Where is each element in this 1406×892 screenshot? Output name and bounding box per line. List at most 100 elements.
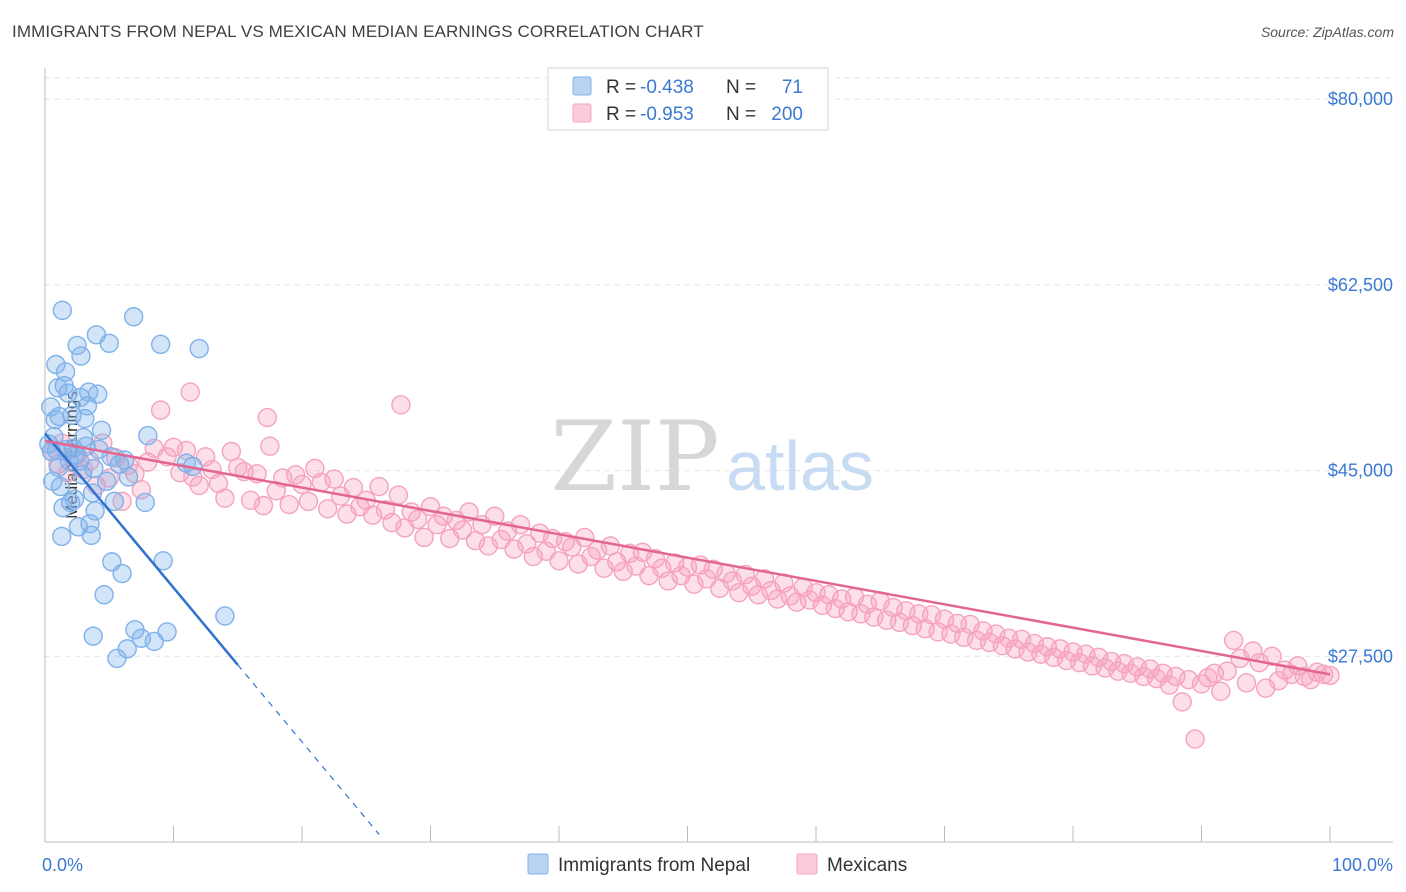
legend-swatch-mexicans	[572, 103, 592, 123]
point-immigrants-from-nepal	[94, 585, 114, 605]
point-mexicans	[697, 569, 717, 589]
point-mexicans	[369, 476, 389, 497]
trend-extension-immigrants-from-nepal	[237, 664, 380, 835]
point-immigrants-from-nepal	[96, 471, 117, 491]
point-immigrants-from-nepal	[84, 458, 104, 479]
point-mexicans	[257, 407, 278, 428]
point-mexicans	[388, 485, 409, 505]
point-mexicans	[298, 491, 319, 512]
point-immigrants-from-nepal	[99, 333, 119, 353]
legend-swatch-mexicans-bottom	[796, 853, 818, 875]
y-tick-label: $45,000	[1328, 461, 1393, 481]
series-legend: Immigrants from Nepal Mexicans	[527, 853, 907, 876]
point-immigrants-from-nepal	[70, 387, 91, 408]
x-tick-label-start: 0.0%	[42, 855, 83, 875]
point-immigrants-from-nepal	[118, 467, 139, 487]
point-mexicans	[1217, 661, 1237, 681]
stats-legend-box	[547, 67, 829, 131]
point-mexicans	[414, 527, 434, 548]
x-tick-labels: 0.0% 100.0%	[42, 855, 1393, 875]
point-mexicans	[260, 436, 280, 456]
point-immigrants-from-nepal	[112, 563, 132, 584]
point-immigrants-from-nepal	[150, 334, 171, 355]
point-immigrants-from-nepal	[64, 489, 85, 509]
legend-n-value-nepal: 71	[782, 77, 803, 98]
point-mexicans	[180, 382, 200, 402]
legend-r-value-nepal: -0.438	[640, 77, 694, 98]
point-mexicans	[285, 465, 306, 485]
point-mexicans	[1223, 630, 1244, 651]
legend-label-immigrants-from-nepal: Immigrants from Nepal	[558, 855, 750, 876]
legend-n-label-mexicans: N =	[726, 104, 756, 125]
point-mexicans	[112, 491, 132, 512]
point-mexicans	[1172, 692, 1192, 712]
point-immigrants-from-nepal	[41, 397, 61, 417]
point-immigrants-from-nepal	[153, 551, 173, 571]
point-mexicans	[1262, 646, 1282, 667]
legend-swatch-immigrants-from-nepal	[527, 853, 549, 875]
legend-r-value-mexicans: -0.953	[640, 104, 694, 125]
point-mexicans	[1320, 665, 1340, 686]
legend-r-label-mexicans: R =	[606, 104, 636, 125]
point-immigrants-from-nepal	[189, 338, 209, 359]
point-immigrants-from-nepal	[104, 491, 125, 512]
source-credit: Source: ZipAtlas.com	[1260, 24, 1394, 40]
point-mexicans	[215, 488, 235, 508]
point-mexicans	[279, 494, 299, 515]
trend-line-immigrants-from-nepal	[44, 432, 239, 666]
point-mexicans	[510, 515, 531, 535]
chart-title: IMMIGRANTS FROM NEPAL VS MEXICAN MEDIAN …	[12, 22, 704, 41]
point-mexicans	[1236, 673, 1257, 693]
point-immigrants-from-nepal	[91, 420, 112, 440]
point-mexicans	[150, 400, 171, 420]
legend-n-value-mexicans: 200	[771, 104, 803, 125]
point-mexicans	[1185, 729, 1205, 749]
point-immigrants-from-nepal	[81, 525, 101, 546]
point-immigrants-from-nepal	[67, 335, 87, 356]
point-immigrants-from-nepal	[83, 626, 103, 646]
point-immigrants-from-nepal	[138, 425, 158, 446]
axes	[44, 68, 1393, 843]
point-mexicans	[391, 395, 411, 415]
trend-lines	[44, 432, 1331, 835]
point-immigrants-from-nepal	[123, 307, 144, 327]
point-mexicans	[452, 520, 473, 540]
point-mexicans	[189, 475, 209, 496]
legend-label-mexicans: Mexicans	[827, 855, 907, 876]
point-mexicans	[549, 551, 569, 571]
point-immigrants-from-nepal	[58, 383, 78, 403]
point-immigrants-from-nepal	[48, 457, 69, 478]
point-immigrants-from-nepal	[52, 300, 73, 321]
point-mexicans	[131, 480, 152, 500]
y-tick-label: $27,500	[1328, 646, 1393, 666]
point-immigrants-from-nepal	[71, 346, 91, 366]
point-immigrants-from-nepal	[50, 476, 71, 497]
point-immigrants-from-nepal	[72, 465, 92, 485]
point-immigrants-from-nepal	[157, 622, 177, 642]
point-mexicans	[324, 469, 344, 489]
point-immigrants-from-nepal	[85, 501, 105, 521]
point-immigrants-from-nepal	[52, 526, 72, 547]
point-mexicans	[318, 499, 338, 519]
point-mexicans	[407, 509, 428, 530]
legend-n-label-nepal: N =	[726, 77, 756, 98]
watermark-atlas: atlas	[726, 427, 874, 505]
point-mexicans	[1211, 681, 1231, 702]
y-tick-labels: $27,500 $45,000 $62,500 $80,000	[1328, 89, 1393, 666]
point-immigrants-from-nepal	[87, 384, 108, 404]
legend-r-label-nepal: R =	[606, 77, 636, 98]
point-immigrants-from-nepal	[135, 492, 155, 513]
stats-legend: R = -0.438 N = 71 R = -0.953 N = 200	[547, 67, 829, 131]
point-immigrants-from-nepal	[215, 606, 235, 626]
point-mexicans	[562, 537, 582, 557]
point-immigrants-from-nepal	[46, 440, 67, 461]
point-immigrants-from-nepal	[46, 354, 66, 375]
point-immigrants-from-nepal	[117, 639, 137, 659]
point-mexicans	[754, 569, 775, 589]
point-mexicans	[292, 474, 312, 495]
x-tick-label-end: 100.0%	[1332, 855, 1393, 875]
y-tick-label: $80,000	[1328, 89, 1393, 109]
trend-line-mexicans	[44, 439, 1331, 676]
watermark-zip: ZIP	[550, 401, 719, 513]
